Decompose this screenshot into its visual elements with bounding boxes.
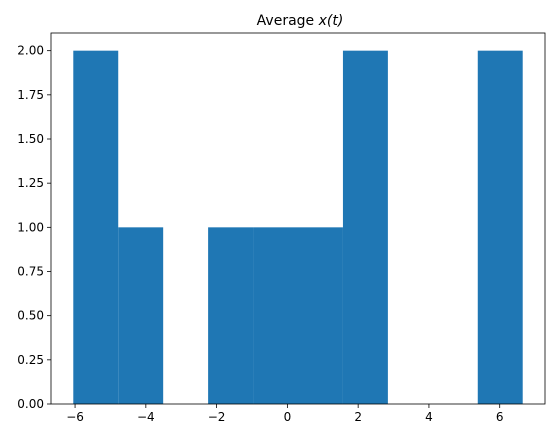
histogram-bar-4 bbox=[253, 227, 298, 404]
y-tick-label: 0.25 bbox=[17, 353, 44, 367]
x-tick-label: −2 bbox=[208, 410, 226, 424]
x-tick-label: 2 bbox=[354, 410, 362, 424]
chart-title-text: Average bbox=[257, 13, 319, 29]
y-tick-label: 1.50 bbox=[17, 132, 44, 146]
y-tick-label: 0.00 bbox=[17, 397, 44, 411]
y-tick-label: 2.00 bbox=[17, 44, 44, 58]
y-tick-label: 1.00 bbox=[17, 220, 44, 234]
x-tick-label: −4 bbox=[137, 410, 155, 424]
chart-title-math: x(t) bbox=[318, 13, 344, 29]
y-tick-label: 1.75 bbox=[17, 88, 44, 102]
histogram-bar-0 bbox=[73, 50, 119, 405]
histogram-bar-5 bbox=[298, 227, 343, 404]
x-tick-label: 4 bbox=[425, 410, 433, 424]
bars-group bbox=[73, 50, 523, 405]
chart-title: Average x(t) bbox=[257, 13, 344, 29]
y-tick-label: 0.75 bbox=[17, 265, 44, 279]
axes-frame bbox=[50, 32, 546, 405]
axes-spines bbox=[50, 32, 546, 405]
y-tick-label: 1.25 bbox=[17, 176, 44, 190]
x-tick-label: −6 bbox=[66, 410, 84, 424]
histogram-bar-6 bbox=[342, 50, 388, 405]
histogram-bar-9 bbox=[477, 50, 523, 405]
y-axis: 0.00 0.25 0.50 0.75 1.00 1.25 1.50 1.75 2.00 bbox=[17, 44, 51, 411]
x-tick-label: 0 bbox=[284, 410, 292, 424]
y-tick-label: 0.50 bbox=[17, 309, 44, 323]
x-axis: −6 −4 −2 0 2 4 6 bbox=[66, 404, 504, 424]
x-tick-label: 6 bbox=[496, 410, 504, 424]
histogram-bar-1 bbox=[118, 227, 164, 404]
histogram-bar-3 bbox=[208, 227, 254, 404]
